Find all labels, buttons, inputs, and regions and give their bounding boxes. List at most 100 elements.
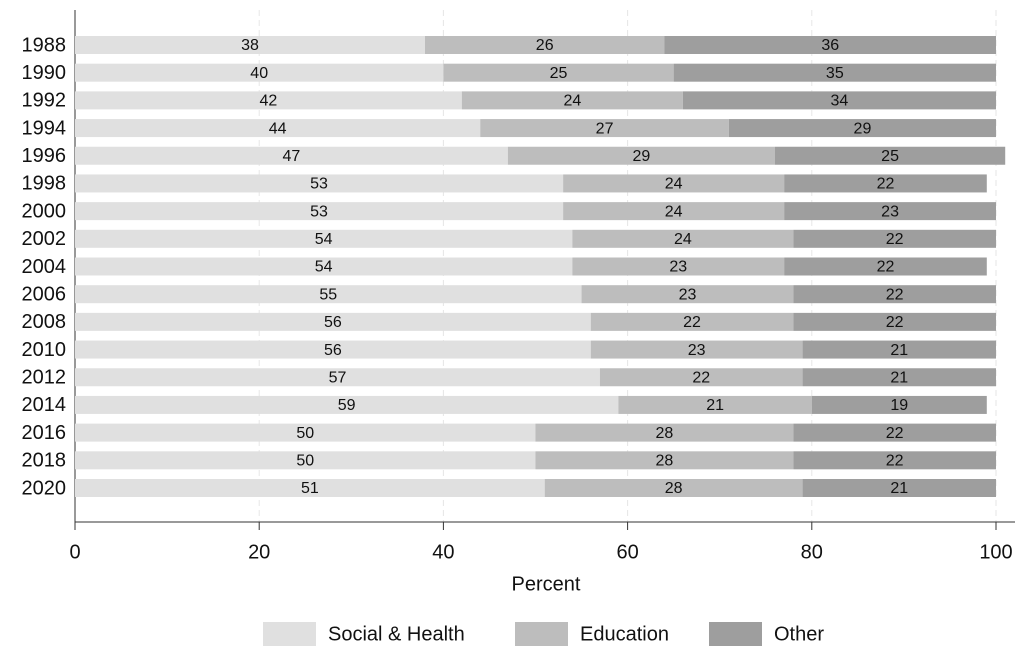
- data-label: 23: [881, 203, 899, 220]
- data-label: 26: [536, 37, 554, 54]
- legend-label: Social & Health: [328, 623, 465, 645]
- data-label: 24: [665, 176, 683, 193]
- bar-segment: [75, 423, 536, 442]
- bar-segment: [793, 229, 996, 248]
- data-label: 22: [886, 231, 904, 248]
- bar-segment: [75, 312, 591, 331]
- legend-swatch: [515, 622, 568, 646]
- data-label: 19: [890, 397, 908, 414]
- data-label: 24: [674, 231, 692, 248]
- bar-segment: [75, 451, 536, 470]
- data-label: 28: [656, 453, 674, 470]
- data-label: 59: [338, 397, 356, 414]
- data-label: 25: [881, 148, 899, 165]
- data-label: 35: [826, 65, 844, 82]
- data-label: 22: [692, 369, 710, 386]
- data-label: 50: [296, 453, 314, 470]
- bar-segment: [599, 368, 803, 387]
- y-tick-label: 1994: [22, 117, 67, 139]
- bar-segment: [75, 479, 545, 497]
- bar-segment: [802, 340, 996, 359]
- data-label: 22: [886, 453, 904, 470]
- data-label: 24: [563, 93, 581, 110]
- data-label: 56: [324, 342, 342, 359]
- data-label: 57: [329, 369, 347, 386]
- bar-segment: [507, 146, 775, 165]
- bar-segment: [590, 312, 794, 331]
- y-tick-label: 2004: [22, 256, 67, 278]
- data-label: 50: [296, 425, 314, 442]
- data-label: 53: [310, 176, 328, 193]
- data-label: 23: [688, 342, 706, 359]
- y-tick-label: 2008: [22, 311, 67, 333]
- data-label: 51: [301, 480, 319, 497]
- bar-segment: [802, 479, 996, 497]
- data-label: 36: [821, 37, 839, 54]
- data-label: 38: [241, 37, 259, 54]
- bar-segment: [682, 91, 996, 110]
- bar-segment: [544, 479, 803, 497]
- bar-segment: [75, 340, 591, 359]
- y-tick-label: 1988: [22, 34, 67, 56]
- data-label: 24: [665, 203, 683, 220]
- bar-segment: [590, 340, 803, 359]
- bar-segment: [535, 451, 794, 470]
- bar-segment: [535, 423, 794, 442]
- data-label: 25: [550, 65, 568, 82]
- y-tick-label: 2012: [22, 367, 67, 389]
- data-label: 34: [831, 93, 849, 110]
- bar-segment: [784, 257, 987, 276]
- bar-segment: [75, 119, 481, 138]
- legend-swatch: [709, 622, 762, 646]
- bar-segment: [811, 395, 987, 414]
- bar-segment: [563, 202, 785, 221]
- y-tick-label: 2016: [22, 422, 67, 444]
- bar-segment: [75, 202, 564, 221]
- x-tick-label: 80: [801, 541, 823, 563]
- y-tick-label: 2014: [22, 394, 67, 416]
- legend-label: Other: [774, 623, 824, 645]
- bar-segment: [572, 257, 785, 276]
- data-label: 22: [886, 286, 904, 303]
- data-label: 22: [683, 314, 701, 331]
- bar-segment: [480, 119, 729, 138]
- data-label: 28: [665, 480, 683, 497]
- bar-segment: [75, 285, 582, 304]
- data-label: 21: [706, 397, 724, 414]
- bar-segment: [581, 285, 794, 304]
- x-tick-label: 100: [979, 541, 1012, 563]
- bar-segment: [563, 174, 785, 193]
- bar-segment: [75, 174, 564, 193]
- bar-segment: [618, 395, 812, 414]
- legend-swatch: [263, 622, 316, 646]
- bar-segment: [784, 174, 987, 193]
- y-tick-label: 2020: [22, 477, 67, 499]
- y-tick-label: 1992: [22, 90, 67, 112]
- data-label: 44: [269, 120, 287, 137]
- bar-segment: [572, 229, 794, 248]
- data-label: 54: [315, 259, 333, 276]
- bar-segment: [774, 146, 1006, 165]
- bar-segment: [75, 146, 508, 165]
- bar-segment: [728, 119, 996, 138]
- x-tick-label: 40: [432, 541, 454, 563]
- bar-segment: [664, 36, 996, 54]
- y-tick-label: 1996: [22, 145, 67, 167]
- data-label: 22: [877, 259, 895, 276]
- data-label: 23: [679, 286, 697, 303]
- data-label: 40: [250, 65, 268, 82]
- bar-segment: [75, 91, 462, 110]
- data-label: 54: [315, 231, 333, 248]
- bar-segment: [793, 451, 996, 470]
- data-label: 28: [656, 425, 674, 442]
- bar-segment: [673, 63, 996, 82]
- bar-segment: [461, 91, 683, 110]
- y-tick-label: 2006: [22, 283, 67, 305]
- data-label: 42: [260, 93, 278, 110]
- bar-segment: [75, 395, 619, 414]
- data-label: 56: [324, 314, 342, 331]
- x-tick-label: 20: [248, 541, 270, 563]
- y-tick-label: 2000: [22, 200, 67, 222]
- bar-segment: [793, 285, 996, 304]
